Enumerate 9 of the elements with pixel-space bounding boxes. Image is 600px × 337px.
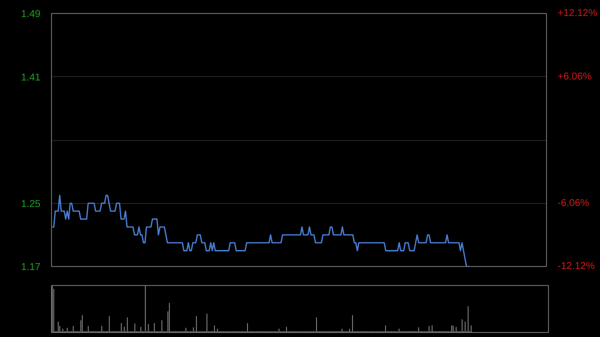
y-tick-label: 1.17 <box>21 262 41 273</box>
y-tick-label: 1.49 <box>21 9 41 20</box>
line-series <box>52 194 470 266</box>
y2-tick-label: -12.12% <box>558 261 595 272</box>
y-tick-label: 1.25 <box>21 198 41 210</box>
y2-tick-label: -6.06% <box>558 198 590 209</box>
y2-tick-label: +6.06% <box>558 71 592 82</box>
y-tick-label: 1.41 <box>21 72 41 84</box>
y2-tick-label: +12.12% <box>558 8 598 19</box>
